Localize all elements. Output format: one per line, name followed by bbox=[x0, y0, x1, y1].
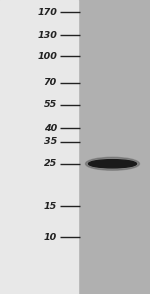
Text: 130: 130 bbox=[37, 31, 57, 40]
Ellipse shape bbox=[85, 157, 140, 170]
Text: 35: 35 bbox=[44, 137, 57, 146]
Text: 100: 100 bbox=[37, 52, 57, 61]
Text: 10: 10 bbox=[44, 233, 57, 242]
Text: 170: 170 bbox=[37, 8, 57, 17]
Bar bbox=[0, 0, 78, 294]
Text: 40: 40 bbox=[44, 124, 57, 133]
Text: 15: 15 bbox=[44, 202, 57, 211]
Text: 70: 70 bbox=[44, 78, 57, 87]
Text: 25: 25 bbox=[44, 159, 57, 168]
Text: 55: 55 bbox=[44, 100, 57, 109]
Ellipse shape bbox=[88, 160, 136, 168]
